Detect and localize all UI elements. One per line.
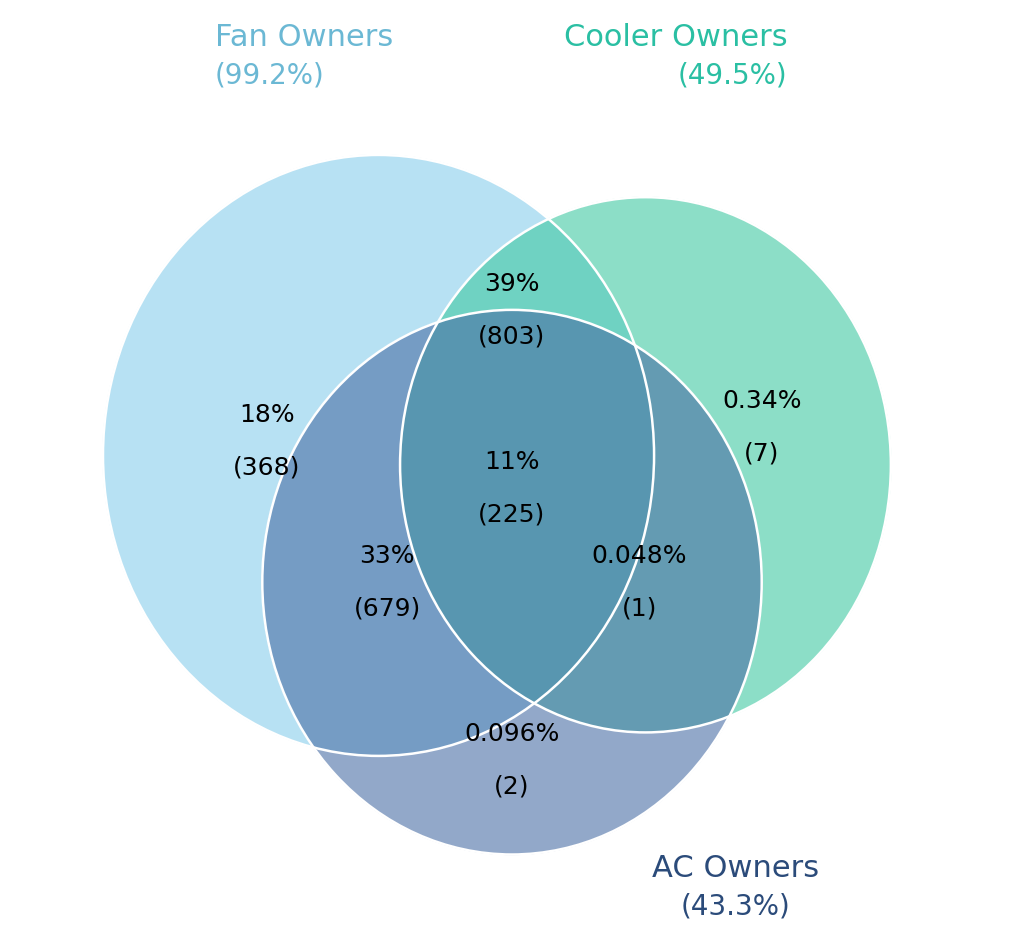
- Text: 33%: 33%: [359, 544, 415, 568]
- Text: 39%: 39%: [484, 271, 540, 296]
- Text: (2): (2): [495, 775, 529, 799]
- Text: (679): (679): [353, 596, 421, 621]
- Text: (99.2%): (99.2%): [215, 61, 325, 89]
- Text: 18%: 18%: [239, 403, 295, 427]
- Text: AC Owners: AC Owners: [652, 854, 819, 883]
- Circle shape: [400, 197, 891, 732]
- Text: (1): (1): [622, 596, 657, 621]
- Circle shape: [103, 155, 654, 756]
- Text: (7): (7): [744, 441, 779, 466]
- Text: (225): (225): [478, 502, 546, 527]
- Text: 0.34%: 0.34%: [722, 389, 802, 413]
- Text: 11%: 11%: [484, 450, 540, 474]
- Text: Cooler Owners: Cooler Owners: [564, 23, 787, 52]
- Text: (803): (803): [478, 324, 546, 348]
- Circle shape: [262, 310, 762, 854]
- Text: (368): (368): [232, 455, 300, 480]
- Text: (43.3%): (43.3%): [681, 892, 791, 920]
- Text: Fan Owners: Fan Owners: [215, 23, 393, 52]
- Text: 0.048%: 0.048%: [592, 544, 687, 568]
- Text: 0.096%: 0.096%: [464, 722, 560, 747]
- Text: (49.5%): (49.5%): [678, 61, 787, 89]
